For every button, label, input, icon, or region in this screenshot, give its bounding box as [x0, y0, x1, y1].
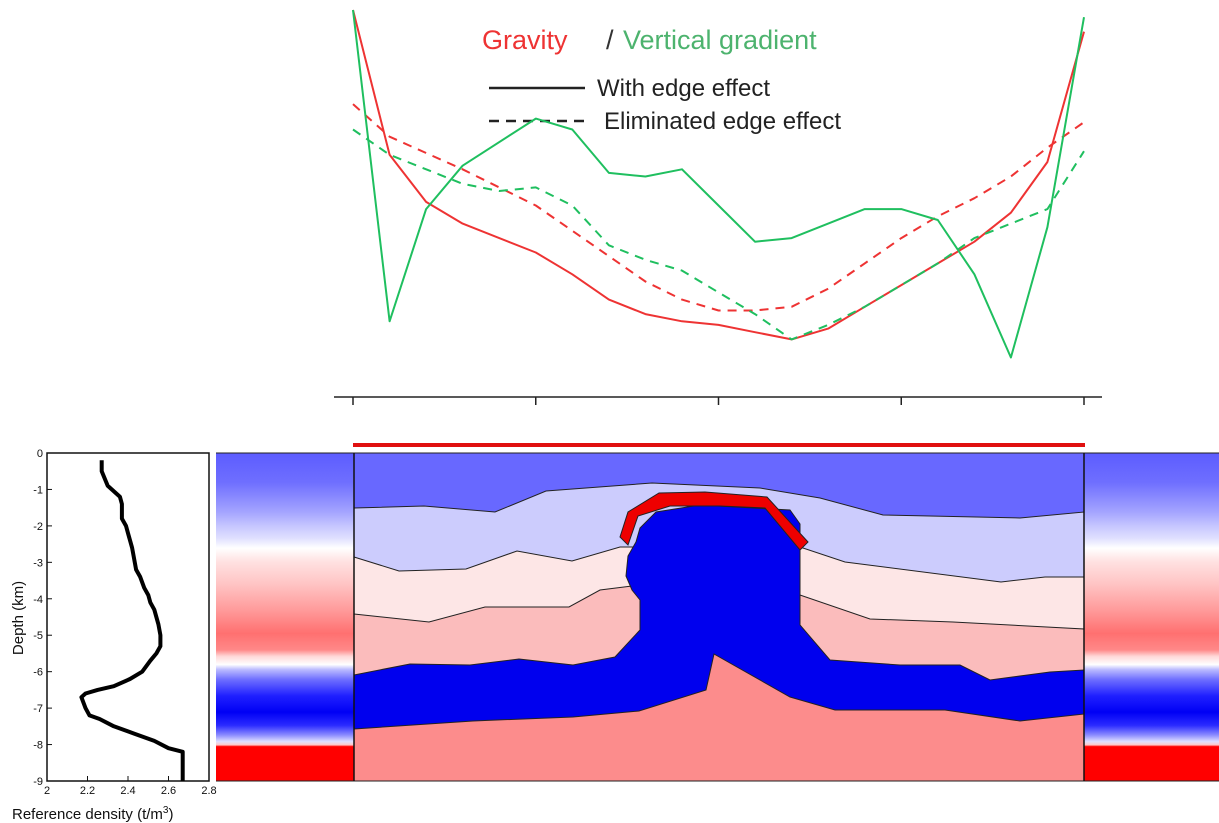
- gravity-solid-line: [352, 9, 1085, 341]
- density-ytick-label: -2: [33, 521, 43, 533]
- density-ytick-label: 0: [37, 448, 43, 460]
- legend: Gravity / Vertical gradient With edge ef…: [482, 25, 841, 135]
- density-ytick-label: -5: [33, 630, 43, 642]
- gradient-solid-line: [352, 9, 1085, 359]
- density-xtick-label: 2: [44, 785, 50, 797]
- density-xtick-label: 2.8: [201, 785, 216, 797]
- density-ytick-label: -7: [33, 703, 43, 715]
- density-ytick-label: -6: [33, 667, 43, 679]
- density-plot-frame: [46, 452, 210, 782]
- profile-plot: [352, 9, 1085, 359]
- gravity-dashed-line: [352, 103, 1085, 312]
- density-xtick-label: 2.6: [161, 785, 176, 797]
- profile-axis: [334, 396, 1102, 405]
- legend-separator: /: [606, 25, 614, 55]
- left-density-strip: [216, 453, 354, 781]
- density-ytick-label: -1: [33, 484, 43, 496]
- density-xtick-label: 2.4: [120, 785, 135, 797]
- cap-layer: [619, 491, 809, 551]
- legend-solid-label: With edge effect: [597, 75, 770, 102]
- legend-gravity-label: Gravity: [482, 25, 568, 55]
- density-ytick-label: -9: [33, 776, 43, 788]
- gradient-dashed-line: [352, 128, 1085, 341]
- density-xtick-label: 2.2: [80, 785, 95, 797]
- density-ytick-label: -8: [33, 740, 43, 752]
- density-ytick-label: -3: [33, 557, 43, 569]
- density-ytick-label: -4: [33, 594, 43, 606]
- right-density-strip: [1084, 453, 1219, 781]
- legend-gradient-label: Vertical gradient: [623, 25, 817, 55]
- density-panel: 0 -1 -2 -3 -4 -5 -6 -7 -8 -92 2.2 2.4 2.6 2.8 Depth (…: [10, 448, 217, 823]
- density-ylabel: Depth (km): [10, 581, 27, 655]
- density-xlabel: Reference density (t/m3): [12, 805, 173, 823]
- model-section: [216, 452, 1219, 782]
- legend-dashed-label: Eliminated edge effect: [604, 108, 841, 135]
- density-ticks: 0 -1 -2 -3 -4 -5 -6 -7 -8 -92 2.2 2.4 2.6 2.8: [33, 448, 216, 797]
- density-curve: [79, 460, 185, 781]
